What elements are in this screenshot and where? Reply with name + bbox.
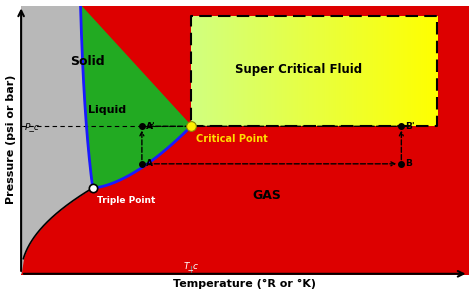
Text: B': B' [405, 122, 415, 131]
Text: Critical Point: Critical Point [196, 134, 267, 144]
Text: GAS: GAS [253, 189, 282, 202]
Text: P_c: P_c [25, 122, 39, 131]
Text: Triple Point: Triple Point [97, 196, 155, 205]
Polygon shape [81, 6, 191, 188]
Text: Liquid: Liquid [88, 105, 127, 115]
Text: Super Critical Fluid: Super Critical Fluid [235, 63, 362, 76]
Text: B: B [405, 159, 412, 168]
X-axis label: Temperature (°R or °K): Temperature (°R or °K) [173, 279, 316, 289]
Text: Solid: Solid [70, 55, 105, 68]
Text: A': A' [146, 122, 155, 131]
Text: A: A [146, 159, 153, 168]
Text: T_c: T_c [183, 261, 199, 271]
Y-axis label: Pressure (psi or bar): Pressure (psi or bar) [6, 75, 16, 204]
Polygon shape [21, 6, 93, 274]
